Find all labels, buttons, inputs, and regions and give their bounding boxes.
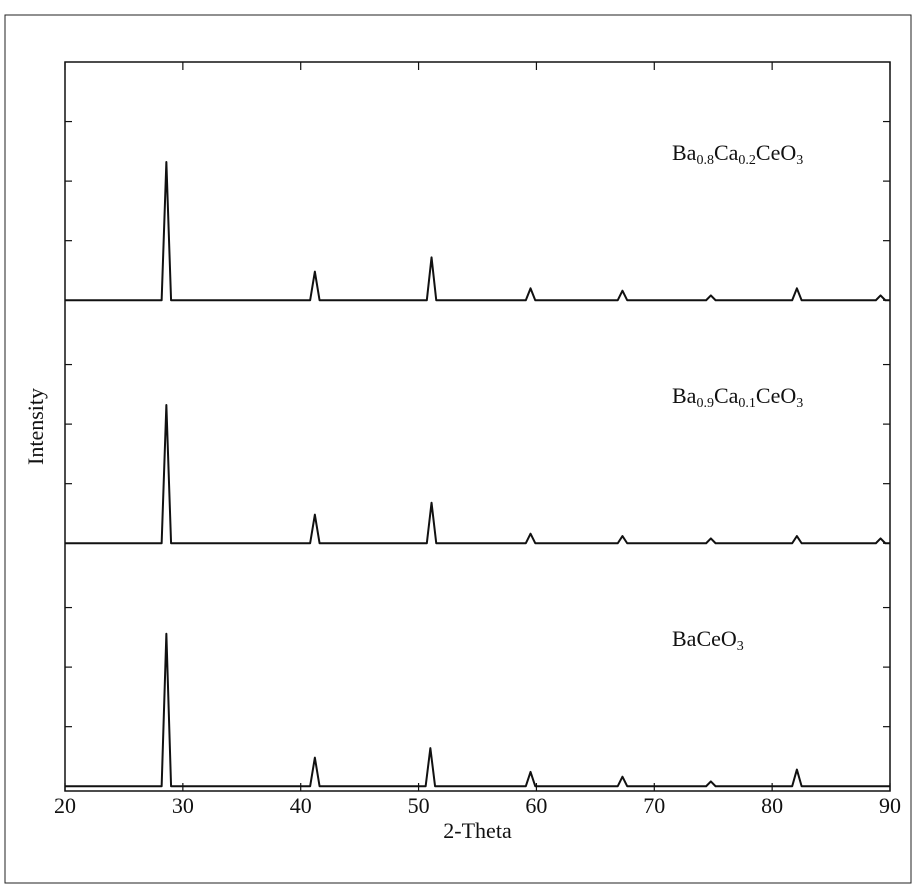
- subscript: 3: [796, 153, 803, 168]
- formula-part: Ca: [714, 383, 739, 408]
- pattern-label: Ba0.9Ca0.1CeO3: [672, 383, 803, 411]
- formula-part: Ca: [714, 140, 739, 165]
- pattern-label: Ba0.8Ca0.2CeO3: [672, 140, 803, 168]
- formula-part: CeO: [756, 383, 796, 408]
- x-tick-label: 90: [879, 793, 901, 818]
- subscript: 0.8: [696, 153, 714, 168]
- x-tick-label: 60: [525, 793, 547, 818]
- subscript: 0.2: [738, 153, 756, 168]
- x-tick-label: 40: [290, 793, 312, 818]
- formula-part: CeO: [756, 140, 796, 165]
- plot-frame: [64, 61, 891, 792]
- x-axis-label: 2-Theta: [443, 818, 512, 843]
- outer-frame: [4, 14, 912, 884]
- subscript: 0.9: [696, 396, 714, 411]
- y-axis-label: Intensity: [23, 388, 48, 465]
- subscript: 0.1: [738, 396, 756, 411]
- formula-part: BaCeO: [672, 626, 737, 651]
- subscript: 3: [796, 396, 803, 411]
- formula-part: Ba: [672, 140, 697, 165]
- x-tick-label: 70: [643, 793, 665, 818]
- xrd-trace: [65, 632, 890, 788]
- xrd-trace: [65, 161, 890, 302]
- x-tick-label: 20: [54, 793, 76, 818]
- x-tick-label: 50: [408, 793, 430, 818]
- xrd-trace: [65, 404, 890, 545]
- pattern-label: BaCeO3: [672, 626, 744, 654]
- x-tick-label: 30: [172, 793, 194, 818]
- subscript: 3: [737, 639, 744, 654]
- formula-part: Ba: [672, 383, 697, 408]
- x-tick-label: 80: [761, 793, 783, 818]
